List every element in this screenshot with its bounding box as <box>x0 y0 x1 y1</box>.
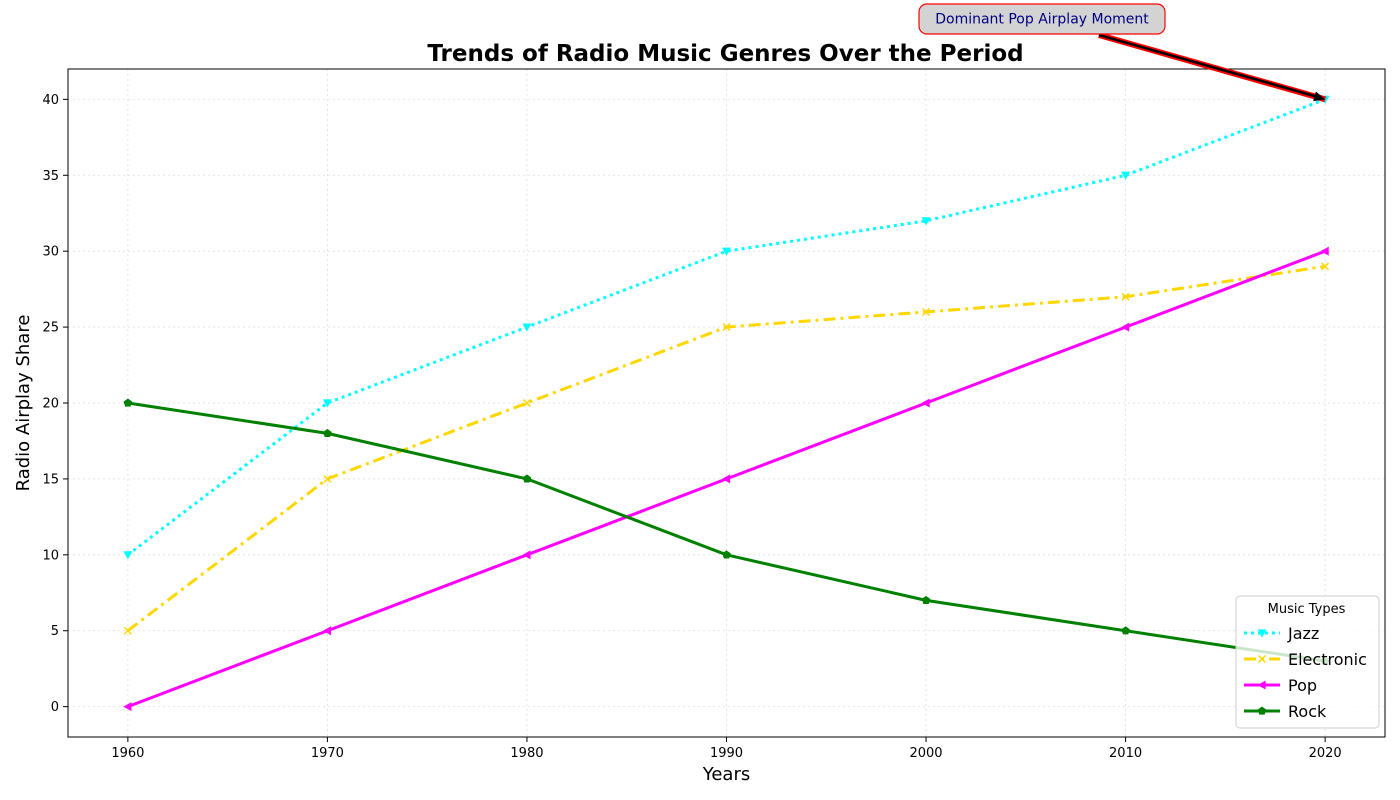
annotation-arrow-shaft <box>1098 33 1320 99</box>
x-tick-label: 1990 <box>710 746 743 761</box>
y-tick-label: 5 <box>51 624 59 639</box>
data-point <box>323 428 332 437</box>
data-point <box>921 595 931 604</box>
data-point <box>322 399 332 408</box>
legend-entry-rock: Rock <box>1244 702 1327 721</box>
legend-label: Jazz <box>1287 624 1319 643</box>
data-point <box>1121 171 1131 180</box>
legend-title: Music Types <box>1268 602 1346 617</box>
x-tick-label: 2020 <box>1309 746 1342 761</box>
data-point <box>722 474 731 484</box>
annotation-box <box>918 3 1166 35</box>
data-point <box>1257 629 1267 638</box>
y-tick-label: 25 <box>42 321 59 336</box>
y-tick-label: 35 <box>42 169 59 184</box>
data-point <box>522 398 531 408</box>
data-point <box>722 247 731 256</box>
data-point-stroke <box>722 323 731 332</box>
legend-label: Rock <box>1288 702 1327 721</box>
y-tick-label: 30 <box>42 245 59 260</box>
y-tick-label: 10 <box>42 548 59 563</box>
data-point-stroke <box>922 307 931 316</box>
data-point-stroke <box>1257 654 1267 664</box>
data-point <box>1121 626 1130 635</box>
legend-label: Pop <box>1288 676 1317 695</box>
data-point <box>722 323 731 332</box>
x-tick-label: 1980 <box>510 746 543 761</box>
data-point <box>322 626 332 636</box>
data-point-stroke <box>1321 262 1330 271</box>
data-point <box>1257 654 1267 664</box>
data-point <box>1321 262 1330 271</box>
data-point <box>522 323 532 332</box>
x-tick-label: 2010 <box>1109 746 1142 761</box>
legend-label: Electronic <box>1288 650 1367 669</box>
axis-layer: 1960 1970 1980 1990 2000 2010 2020 0 5 10 15 20 25 30… <box>42 93 1341 761</box>
x-tick-label: 1960 <box>111 746 144 761</box>
legend-entry-pop: Pop <box>1244 676 1317 695</box>
y-axis-label: Radio Airplay Share <box>13 315 34 492</box>
data-point <box>1320 246 1329 256</box>
data-point <box>1257 680 1266 690</box>
y-tick-label: 0 <box>51 700 59 715</box>
y-tick-label: 40 <box>42 93 59 108</box>
legend-box <box>1235 595 1380 729</box>
legend-entry-electronic: Electronic <box>1244 650 1367 669</box>
data-point <box>123 626 132 635</box>
data-point <box>1257 706 1267 715</box>
data-point-stroke <box>1121 292 1130 301</box>
x-tick-label: 2000 <box>909 746 942 761</box>
data-point <box>522 474 532 483</box>
data-point <box>722 550 731 559</box>
series-pop <box>123 246 1329 712</box>
legend-entry-jazz: Jazz <box>1244 624 1319 643</box>
data-point-stroke <box>123 626 132 635</box>
x-tick-label: 1970 <box>311 746 344 761</box>
data-point <box>123 702 132 712</box>
data-point-stroke <box>323 474 332 483</box>
data-point <box>123 398 133 407</box>
chart-title: Trends of Radio Music Genres Over the Pe… <box>427 41 1023 67</box>
series-layer <box>123 95 1330 712</box>
data-point <box>1121 322 1130 332</box>
data-point <box>522 550 531 560</box>
data-point-stroke <box>522 398 531 408</box>
data-point <box>323 474 332 483</box>
annotation-text: Dominant Pop Airplay Moment <box>935 12 1149 28</box>
data-point <box>1121 292 1130 301</box>
annotation: Dominant Pop Airplay Moment <box>918 3 1326 103</box>
y-tick-label: 15 <box>42 472 59 487</box>
data-point <box>922 307 931 316</box>
data-point <box>123 551 133 560</box>
legend: Music Types Jazz Electronic Pop Rock <box>1235 595 1380 729</box>
x-axis-label: Years <box>702 764 751 785</box>
y-tick-label: 20 <box>42 397 59 412</box>
annotation-arrowhead <box>1313 91 1326 102</box>
data-point <box>921 217 931 226</box>
series-electronic <box>123 262 1330 635</box>
data-point <box>921 398 930 408</box>
